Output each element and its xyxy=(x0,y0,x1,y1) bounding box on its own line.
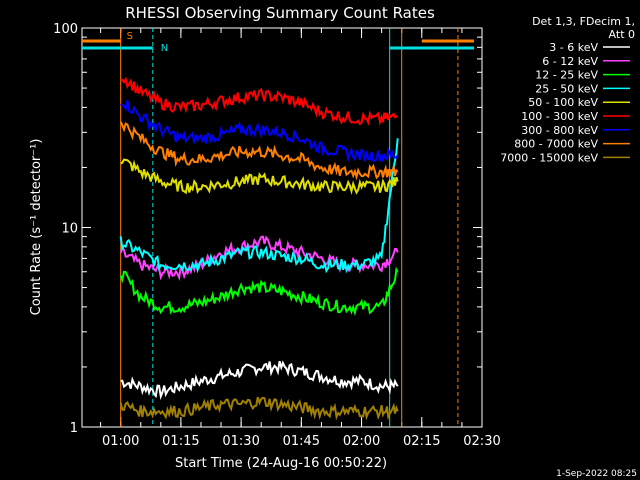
x-tick-label: 02:15 xyxy=(403,434,440,449)
flag-label: S xyxy=(127,31,133,42)
legend-title-line-2: Att 0 xyxy=(609,28,635,41)
chart-title: RHESSI Observing Summary Count Rates xyxy=(125,4,435,22)
x-axis-label: Start Time (24-Aug-16 00:50:22) xyxy=(175,456,387,471)
x-tick-label: 01:30 xyxy=(222,434,259,449)
x-tick-label: 01:15 xyxy=(162,434,199,449)
series-line-4 xyxy=(120,158,399,195)
series-line-6 xyxy=(120,100,399,164)
legend-label: 3 - 6 keV xyxy=(549,41,598,54)
series-line-2 xyxy=(119,266,399,317)
legend-label: 6 - 12 keV xyxy=(542,55,598,68)
series-line-8 xyxy=(119,396,399,421)
legend-label: 7000 - 15000 keV xyxy=(500,151,598,164)
legend-title-line-1: Det 1,3, FDecim 1, xyxy=(532,15,635,28)
series-line-7 xyxy=(119,121,399,181)
series-line-3 xyxy=(119,138,399,274)
series-line-0 xyxy=(120,360,399,401)
x-tick-label: 01:00 xyxy=(102,434,139,449)
y-tick-label: 100 xyxy=(53,22,78,37)
legend-label: 300 - 800 keV xyxy=(521,124,598,137)
plot-area: 1 10 100 01:00 01:15 01:30 01:45 02:00 02:15 02:3… xyxy=(53,22,501,449)
flag-label: N xyxy=(161,43,168,54)
y-tick-label: 10 xyxy=(61,222,78,237)
legend-label: 25 - 50 keV xyxy=(535,82,598,95)
x-tick-label: 02:30 xyxy=(463,434,500,449)
legend-label: 12 - 25 keV xyxy=(535,69,598,82)
y-tick-label: 1 xyxy=(70,421,78,436)
legend-label: 800 - 7000 keV xyxy=(514,138,598,151)
x-tick-label: 02:00 xyxy=(343,434,380,449)
series-line-1 xyxy=(119,235,399,281)
legend-label: 100 - 300 keV xyxy=(521,110,598,123)
footer-date: 1-Sep-2022 08:25 xyxy=(556,469,637,479)
x-tick-label: 01:45 xyxy=(283,434,320,449)
y-axis-label: Count Rate (s⁻¹ detector⁻¹) xyxy=(29,139,44,316)
series-line-5 xyxy=(120,76,398,126)
legend-label: 50 - 100 keV xyxy=(528,96,598,109)
